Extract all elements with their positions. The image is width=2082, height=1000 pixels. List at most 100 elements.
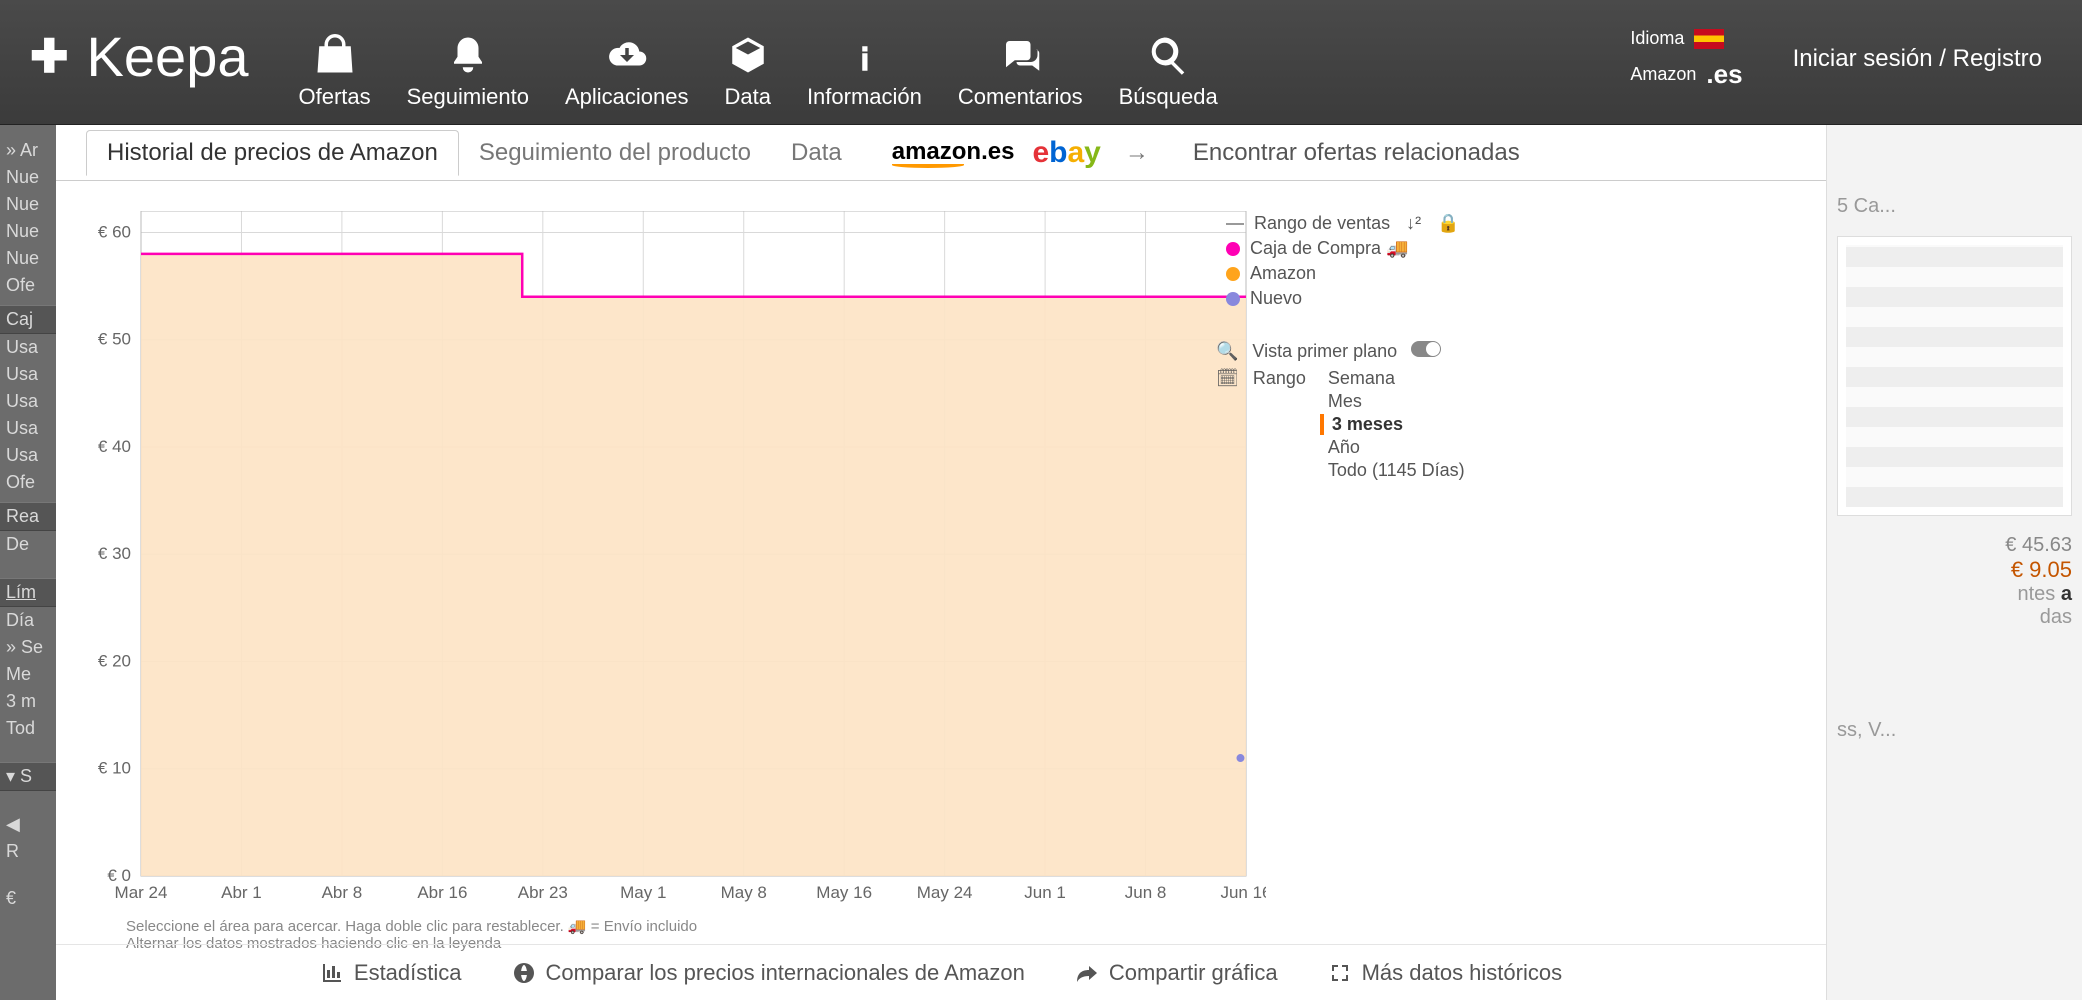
tab-product-tracking[interactable]: Seguimiento del producto (459, 131, 771, 175)
sidebar-item[interactable]: 3 m (0, 688, 56, 715)
amazon-label: Amazon (1630, 64, 1696, 85)
legend-buy-box[interactable]: Caja de Compra 🚚 (1226, 236, 1476, 261)
range-year[interactable]: Año (1320, 437, 1465, 458)
chart-legend: Rango de ventas↓²🔒 Caja de Compra 🚚 Amaz… (1226, 211, 1476, 311)
sidebar-item[interactable]: Tod (0, 715, 56, 742)
range-all[interactable]: Todo (1145 Días) (1320, 460, 1465, 481)
nav-data-label: Data (724, 84, 770, 110)
cloud-download-icon (606, 34, 648, 76)
sidebar-item[interactable]: Me (0, 661, 56, 688)
legend-new[interactable]: Nuevo (1226, 286, 1476, 311)
top-navbar: ✚ Keepa Ofertas Seguimiento Aplicaciones… (0, 0, 2082, 125)
nav-deals[interactable]: Ofertas (298, 34, 370, 110)
sidebar-item[interactable]: Día (0, 607, 56, 634)
nav-search-label: Búsqueda (1119, 84, 1218, 110)
amazon-domain-selector[interactable]: Amazon .es (1630, 59, 1742, 90)
svg-text:Mar 24: Mar 24 (115, 883, 168, 902)
brand-name: Keepa (87, 24, 249, 89)
sidebar-item[interactable]: » Ar (0, 137, 56, 164)
tab-price-history[interactable]: Historial de precios de Amazon (86, 130, 459, 176)
legend-label: Nuevo (1250, 288, 1302, 309)
action-statistics[interactable]: Estadística (320, 960, 462, 986)
sidebar-item[interactable]: Ofe (0, 469, 56, 496)
svg-text:Jun 16: Jun 16 (1220, 883, 1266, 902)
sidebar-item[interactable]: Usa (0, 415, 56, 442)
sidebar-item[interactable]: Lím (0, 578, 56, 607)
product-title[interactable]: 5 Ca... (1837, 195, 2072, 218)
sidebar-item[interactable]: ◀ (0, 811, 56, 838)
svg-text:Abr 23: Abr 23 (518, 883, 568, 902)
amazon-domain: .es (1706, 59, 1742, 90)
sidebar-item[interactable]: Caj (0, 305, 56, 334)
legend-sales-rank[interactable]: Rango de ventas↓²🔒 (1226, 211, 1476, 236)
sidebar-item[interactable]: Nue (0, 164, 56, 191)
right-column: 5 Ca... € 45.63 € 9.05 ntes a das ss, V.… (1826, 125, 2082, 1000)
sidebar-item[interactable]: Nue (0, 218, 56, 245)
svg-text:€ 60: € 60 (98, 222, 131, 241)
amazon-es-label: amazon.es (892, 138, 1015, 165)
price-original: € 45.63 (1837, 534, 2072, 557)
nav-data[interactable]: Data (724, 34, 770, 110)
legend-amazon[interactable]: Amazon (1226, 261, 1476, 286)
action-label: Más datos históricos (1362, 960, 1563, 986)
sidebar-item[interactable]: Usa (0, 442, 56, 469)
expand-icon (1328, 961, 1352, 985)
language-label: Idioma (1630, 28, 1684, 49)
action-more-history[interactable]: Más datos históricos (1328, 960, 1563, 986)
nav-items: Ofertas Seguimiento Aplicaciones Data In… (298, 0, 1217, 124)
sidebar-item[interactable]: € (0, 885, 56, 912)
svg-text:Jun 8: Jun 8 (1125, 883, 1167, 902)
chart-area: Rango de ventas↓²🔒 Caja de Compra 🚚 Amaz… (86, 211, 1806, 971)
swatch-icon (1226, 292, 1240, 306)
price-chart[interactable]: € 0€ 10€ 20€ 30€ 40€ 50€ 60Mar 24Abr 1Ab… (86, 211, 1266, 911)
nav-comments[interactable]: Comentarios (958, 34, 1083, 110)
close-up-toggle[interactable]: 🔍Vista primer plano (1216, 341, 1476, 362)
svg-text:Abr 16: Abr 16 (417, 883, 467, 902)
range-week[interactable]: Semana (1320, 368, 1465, 389)
nav-search[interactable]: Búsqueda (1119, 34, 1218, 110)
price-sub: ntes a (1837, 583, 2072, 606)
svg-text:Abr 8: Abr 8 (322, 883, 363, 902)
nav-comments-label: Comentarios (958, 84, 1083, 110)
brand-logo[interactable]: ✚ Keepa (30, 24, 248, 89)
sidebar-item[interactable]: Rea (0, 502, 56, 531)
sidebar-item[interactable]: Nue (0, 245, 56, 272)
nav-info[interactable]: Información (807, 34, 922, 110)
svg-text:€ 40: € 40 (98, 437, 131, 456)
sidebar-item[interactable]: De (0, 531, 56, 558)
ebay-link[interactable]: ebay (1032, 136, 1100, 170)
amazon-es-link[interactable]: amazon.es (892, 138, 1015, 168)
sidebar-item[interactable]: Usa (0, 334, 56, 361)
sidebar-item[interactable]: Ofe (0, 272, 56, 299)
sidebar-item[interactable]: ▾ S (0, 762, 56, 791)
search-icon (1147, 34, 1189, 76)
tab-data[interactable]: Data (771, 131, 862, 175)
range-month[interactable]: Mes (1320, 391, 1465, 412)
price-sub2: das (1837, 606, 2072, 629)
login-register-link[interactable]: Iniciar sesión / Registro (1793, 45, 2042, 73)
bag-icon (314, 34, 356, 76)
lock-icon: 🔒 (1437, 213, 1459, 234)
sidebar-item[interactable]: R (0, 838, 56, 865)
action-compare-intl[interactable]: Comparar los precios internacionales de … (512, 960, 1025, 986)
product-title-2[interactable]: ss, V... (1837, 719, 2072, 742)
range-3months[interactable]: 3 meses (1320, 414, 1465, 435)
dash-icon (1226, 223, 1244, 225)
sidebar-item[interactable]: » Se (0, 634, 56, 661)
action-share[interactable]: Compartir gráfica (1075, 960, 1278, 986)
calendar-icon: 🗓 (1216, 368, 1239, 389)
related-offers-link[interactable]: Encontrar ofertas relacionadas (1173, 131, 1540, 175)
nav-apps[interactable]: Aplicaciones (565, 34, 689, 110)
product-thumb[interactable] (1837, 236, 2072, 516)
sidebar-item[interactable]: Usa (0, 361, 56, 388)
tab-bar: Historial de precios de Amazon Seguimien… (56, 125, 1826, 181)
nav-apps-label: Aplicaciones (565, 84, 689, 110)
action-label: Comparar los precios internacionales de … (546, 960, 1025, 986)
language-selector[interactable]: Idioma (1630, 28, 1724, 49)
sidebar-item[interactable]: Usa (0, 388, 56, 415)
nav-tracking[interactable]: Seguimiento (407, 34, 529, 110)
flag-es-icon (1694, 29, 1724, 49)
swatch-icon (1226, 242, 1240, 256)
sidebar-item[interactable]: Nue (0, 191, 56, 218)
comments-icon (999, 34, 1041, 76)
